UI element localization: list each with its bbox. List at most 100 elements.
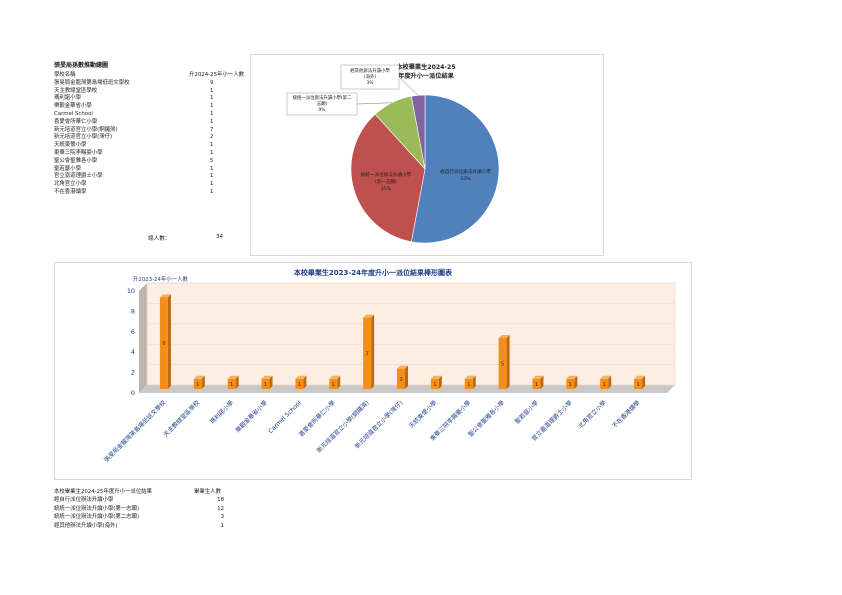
x-tick-label: 天主教總堂區學校 bbox=[162, 399, 202, 439]
pie-data-label: 53% bbox=[460, 176, 471, 182]
school-name: 張旻局金龍灣第島場低班文學校 bbox=[54, 79, 130, 86]
table-row: 聖公會聖雅各小學 5 bbox=[54, 158, 244, 166]
bar-side bbox=[642, 375, 646, 389]
summary-label: 經其他辦法升讀小學(海外) bbox=[54, 522, 118, 529]
bar bbox=[498, 338, 507, 389]
bar-data-label: 1 bbox=[535, 382, 539, 388]
summary-header-row: 本校畢業生2024-25年度升小一派位結果 畢業生人數 bbox=[54, 488, 244, 496]
bar-data-label: 1 bbox=[433, 382, 437, 388]
table-row: 北角官立小學 1 bbox=[54, 181, 244, 189]
table-row: Carmel School 1 bbox=[54, 111, 244, 119]
x-tick-label: Carmel School bbox=[267, 399, 303, 435]
bar-data-label: 5 bbox=[501, 362, 505, 368]
bar bbox=[634, 378, 643, 389]
bar-data-label: 1 bbox=[331, 382, 335, 388]
pie-data-label: 經其他辦法升讀小學 bbox=[350, 67, 390, 74]
x-tick-label: 天統東懷小學 bbox=[407, 399, 438, 430]
bar bbox=[397, 368, 405, 389]
pie-title: 本校畢業生2024-25 bbox=[396, 63, 455, 71]
pie-data-label: 統統一派位辦法升讀小學 bbox=[361, 171, 412, 178]
bar-top bbox=[397, 365, 408, 369]
bar-side bbox=[438, 375, 442, 389]
summary-count: 3 bbox=[220, 514, 224, 521]
school-count: 1 bbox=[210, 118, 214, 125]
school-name: 聖若瑟小學 bbox=[54, 165, 81, 172]
school-count: 1 bbox=[210, 149, 214, 156]
summary-table: 本校畢業生2024-25年度升小一派位結果 畢業生人數 經自行派位辦法升讀小學 1… bbox=[54, 488, 244, 530]
school-count: 7 bbox=[210, 126, 214, 133]
bar-side-wall bbox=[139, 283, 147, 393]
school-count: 9 bbox=[210, 79, 214, 86]
school-count: 1 bbox=[210, 173, 214, 180]
pie-data-label: 志願) bbox=[317, 100, 328, 107]
y-tick-label: 0 bbox=[131, 389, 135, 397]
bar-side bbox=[472, 375, 476, 389]
bar-top bbox=[634, 375, 646, 379]
school-count: 5 bbox=[210, 157, 214, 164]
table-row: 聖若瑟小學 1 bbox=[54, 166, 244, 174]
bar bbox=[193, 378, 202, 389]
bar-top bbox=[193, 375, 205, 379]
bar-top bbox=[159, 294, 171, 298]
table-row: 喜愛會所華仁小學 1 bbox=[54, 119, 244, 127]
table-row: 新元培道官立小學(灣仔) 2 bbox=[54, 134, 244, 142]
summary-count: 12 bbox=[217, 505, 224, 512]
summary-title: 本校畢業生2024-25年度升小一派位結果 bbox=[54, 489, 152, 495]
bar-top bbox=[227, 375, 239, 379]
total-value: 34 bbox=[216, 234, 224, 240]
pie-leader-line bbox=[356, 102, 393, 105]
bar bbox=[600, 378, 609, 389]
bar-side bbox=[167, 294, 171, 389]
school-name: 新元培道官立小學(銅鑼灣) bbox=[54, 126, 118, 133]
y-tick-label: 2 bbox=[131, 369, 135, 377]
bar bbox=[329, 378, 338, 389]
summary-row: 統統一派位辦法升讀小學(第一志願) 12 bbox=[54, 505, 244, 513]
x-tick-label: 聖若瑟小學 bbox=[513, 399, 540, 426]
bar bbox=[430, 378, 439, 389]
bar-data-label: 9 bbox=[162, 341, 166, 347]
school-name: 聖公會聖雅各小學 bbox=[54, 157, 98, 164]
school-count-table: 學校名稱 升2024-25年小一人數 張旻局金龍灣第島場低班文學校 9 天主教總堂區… bbox=[54, 72, 244, 197]
pie-slice bbox=[411, 94, 500, 244]
pie-slice bbox=[350, 113, 426, 243]
bar-ylabel: 升2023-24年小一人數 bbox=[133, 275, 188, 283]
summary-row: 經自行派位辦法升讀小學 18 bbox=[54, 496, 244, 504]
pie-title: 年度升小一派位結果 bbox=[398, 72, 454, 80]
bar-data-label: 1 bbox=[467, 382, 471, 388]
school-name: 天統東懷小學 bbox=[54, 142, 87, 149]
bar-top bbox=[363, 314, 375, 318]
bar-top bbox=[295, 375, 307, 379]
bar-side bbox=[574, 375, 578, 389]
pie-data-label: 經自行派位辦法升讀小學 bbox=[440, 168, 491, 175]
bar-chart-panel: 本校畢業生2023-24年度升小一派位結果棒形圖表 升2023-24年小一人數 0 2… bbox=[54, 262, 692, 480]
summary-row: 經其他辦法升讀小學(海外) 1 bbox=[54, 522, 244, 530]
summary-label: 統統一派位辦法升讀小學(第二志願) bbox=[54, 514, 140, 521]
y-tick-label: 4 bbox=[131, 348, 135, 356]
x-tick-label: 聖公會聖雅各小學 bbox=[466, 399, 506, 439]
bar-data-label: 1 bbox=[196, 382, 200, 388]
school-name: 喜愛會所華仁小學 bbox=[54, 118, 98, 125]
bar bbox=[295, 378, 304, 389]
bar-side bbox=[608, 375, 612, 389]
school-count: 1 bbox=[210, 103, 214, 110]
table-header-row: 學校名稱 升2024-25年小一人數 bbox=[54, 72, 244, 80]
bar bbox=[363, 317, 372, 389]
bar-side bbox=[405, 365, 408, 389]
bar-top bbox=[600, 375, 612, 379]
table-title: 張旻局孫數推動總圖 bbox=[54, 62, 109, 69]
school-count: 2 bbox=[210, 134, 214, 141]
bar-data-label: 7 bbox=[365, 351, 369, 357]
summary-count: 1 bbox=[220, 522, 224, 529]
summary-count: 18 bbox=[217, 497, 224, 504]
table-row: 天統東懷小學 1 bbox=[54, 142, 244, 150]
summary-label: 經自行派位辦法升讀小學 bbox=[54, 497, 114, 504]
table-row: 東華三院李賜豪小學 1 bbox=[54, 150, 244, 158]
table-row: 天主教總堂區學校 1 bbox=[54, 88, 244, 96]
x-tick-label: 北角官立小學 bbox=[576, 399, 607, 430]
bar-data-label: 1 bbox=[636, 382, 640, 388]
school-name: Carmel School bbox=[54, 110, 93, 117]
pie-data-label: 35% bbox=[381, 186, 392, 192]
bar-top bbox=[566, 375, 578, 379]
bar bbox=[227, 378, 236, 389]
